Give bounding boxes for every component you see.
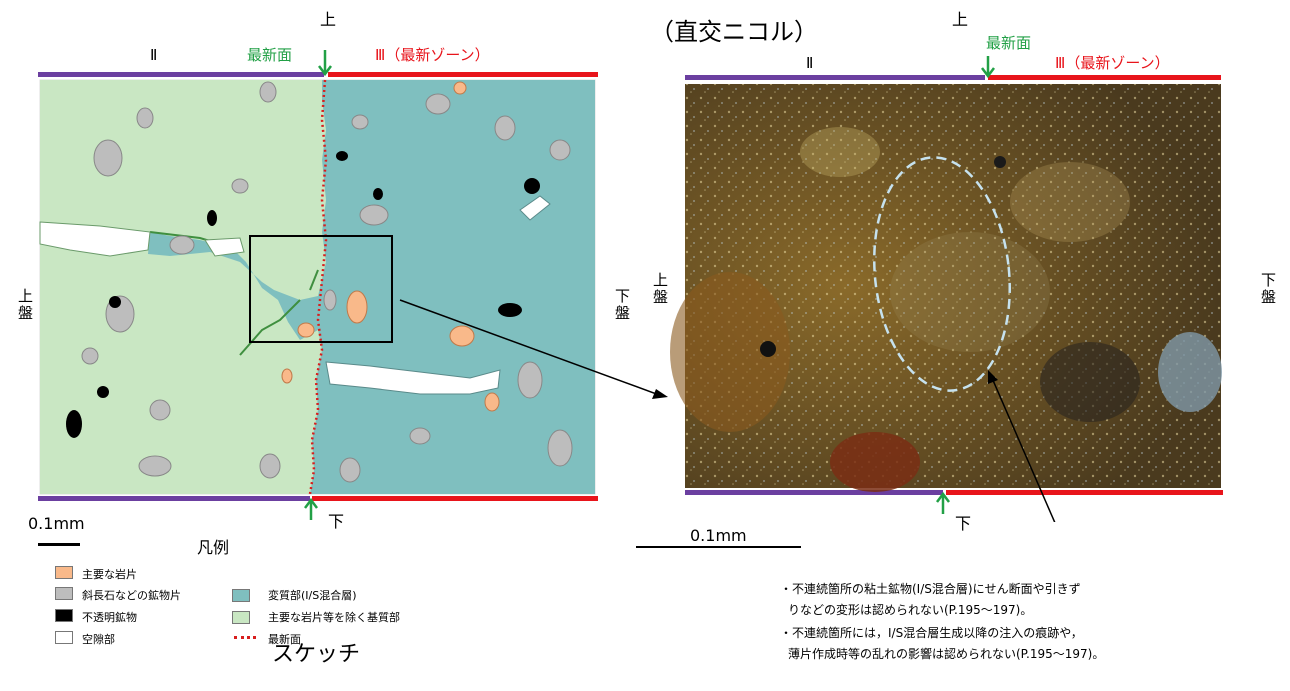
sketch-newest-face-label: 最新面	[247, 46, 293, 64]
legend-label-opaque: 不透明鉱物	[82, 611, 137, 624]
legend-swatch-newest-face	[234, 636, 256, 639]
legend-swatch-void	[55, 631, 73, 644]
void-crack-right	[325, 361, 501, 395]
photo-scale-label: 0.1mm	[690, 526, 747, 545]
note-pointer-arrowhead	[988, 370, 998, 384]
sketch-zone2-bar-top	[38, 72, 324, 77]
legend-swatch-mineral	[55, 587, 73, 600]
legend-label-matrix: 主要な岩片等を除く基質部	[268, 611, 400, 624]
void-crack-small	[519, 195, 551, 221]
rock-fragments	[281, 81, 500, 412]
sketch-scale-label: 0.1mm	[28, 514, 85, 533]
photo-zone3-bar-top	[988, 75, 1221, 80]
sketch-arrow-bottom	[304, 497, 318, 520]
legend-swatch-matrix	[232, 611, 250, 624]
zoom-rectangle	[249, 235, 393, 343]
sketch-zone-right-label: Ⅲ（最新ゾーン）	[375, 46, 490, 64]
photo-zone-right-label: Ⅲ（最新ゾーン）	[1055, 54, 1170, 72]
sketch-bottom-label: 下	[328, 512, 345, 531]
sketch-arrow-top	[318, 50, 332, 77]
photo-scale-bar	[636, 546, 801, 548]
sketch-top-label: 上	[320, 10, 337, 29]
legend-label-void: 空隙部	[82, 633, 115, 646]
legend-swatch-altered	[232, 589, 250, 602]
photo-newest-face-label: 最新面	[986, 34, 1032, 52]
photo-zone-left-label: Ⅱ	[806, 54, 814, 72]
note-line-3: ・不連続箇所には，I/S混合層生成以降の注入の痕跡や，	[780, 626, 1083, 640]
void-crack-left	[39, 221, 151, 257]
sketch-diagram	[38, 50, 660, 520]
page-title: （直交ニコル）	[650, 18, 818, 46]
matrix-region	[40, 80, 326, 494]
note-line-4: 薄片作成時等の乱れの影響は認められない(P.195～197)。	[788, 647, 1105, 661]
sketch-scale-bar	[38, 543, 80, 546]
sketch-zone-left-label: Ⅱ	[150, 46, 158, 64]
sketch-caption: スケッチ	[272, 642, 361, 667]
photo-top-label: 上	[952, 10, 969, 29]
legend-label-mineral: 斜長石などの鉱物片	[82, 589, 181, 602]
legend-swatch-rock	[55, 566, 73, 579]
zoom-pointer-line	[399, 299, 660, 397]
legend-swatch-opaque	[55, 609, 73, 622]
sketch-right-side-label: 下盤	[613, 288, 631, 322]
photo-zone3-bar-bottom	[946, 490, 1223, 495]
opaque-minerals	[66, 151, 540, 438]
mineral-fragments	[81, 81, 573, 483]
void-crack-mid	[204, 237, 245, 257]
photo-arrow-bottom	[936, 491, 950, 514]
photo-zone2-bar-top	[685, 75, 985, 80]
photo-left-side-label: 上盤	[651, 272, 669, 306]
note-line-1: ・不連続箇所の粘土鉱物(I/S混合層)にせん断面や引きず	[780, 582, 1081, 596]
legend-label-rock: 主要な岩片	[82, 568, 137, 581]
sketch-zone3-bar-bottom	[312, 496, 598, 501]
photo-bottom-label: 下	[955, 514, 972, 533]
photo-micrograph	[670, 56, 1223, 522]
legend-label-altered: 変質部(I/S混合層)	[268, 589, 357, 602]
photo-zone2-bar-bottom	[685, 490, 943, 495]
legend-title: 凡例	[197, 538, 230, 557]
note-pointer-line	[991, 377, 1056, 522]
sketch-zone3-bar-top	[328, 72, 598, 77]
sketch-left-side-label: 上盤	[16, 288, 34, 322]
photo-right-side-label: 下盤	[1259, 272, 1277, 306]
sketch-zone2-bar-bottom	[38, 496, 310, 501]
note-line-2: りなどの変形は認められない(P.195～197)。	[788, 603, 1033, 617]
photo-arrow-top	[981, 56, 995, 79]
zoom-pointer-arrowhead	[652, 389, 668, 399]
legend-label-newest-face: 最新面	[268, 633, 301, 646]
newest-face-line	[308, 79, 328, 495]
